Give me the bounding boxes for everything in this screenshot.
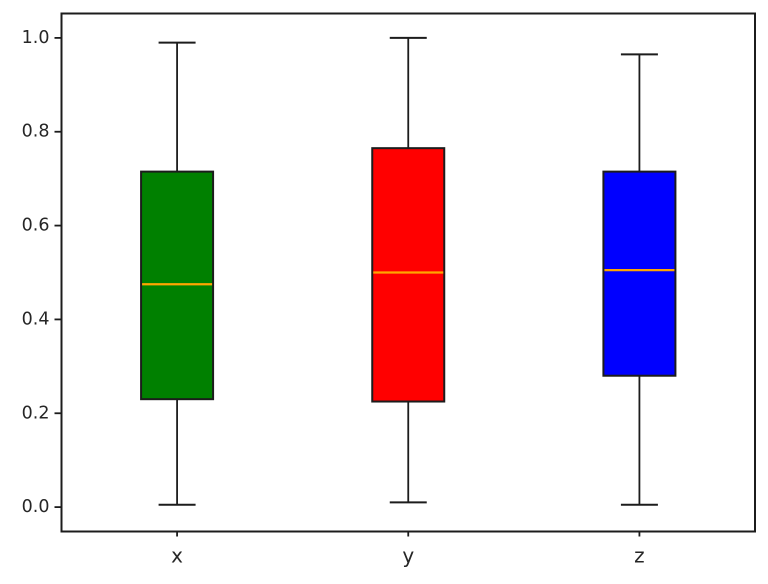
axes-frame <box>60 12 756 533</box>
x-axis-tick-label: x <box>171 544 183 568</box>
y-axis-tick-label: 0.6 <box>22 216 50 236</box>
y-axis-tick-label: 0.4 <box>22 309 50 329</box>
box-y <box>371 36 446 504</box>
x-axis-tick-label: z <box>634 544 645 568</box>
box-x <box>140 41 215 506</box>
y-axis-tick-label: 0.0 <box>22 497 50 517</box>
iqr-box <box>371 147 446 403</box>
iqr-box <box>140 170 215 401</box>
box-z <box>602 53 677 506</box>
y-axis-tick-label: 0.2 <box>22 403 50 423</box>
y-axis-tick-label: 1.0 <box>22 28 50 48</box>
iqr-box <box>602 170 677 377</box>
y-axis-tick-label: 0.8 <box>22 122 50 142</box>
x-axis-tick-label: y <box>402 544 414 568</box>
